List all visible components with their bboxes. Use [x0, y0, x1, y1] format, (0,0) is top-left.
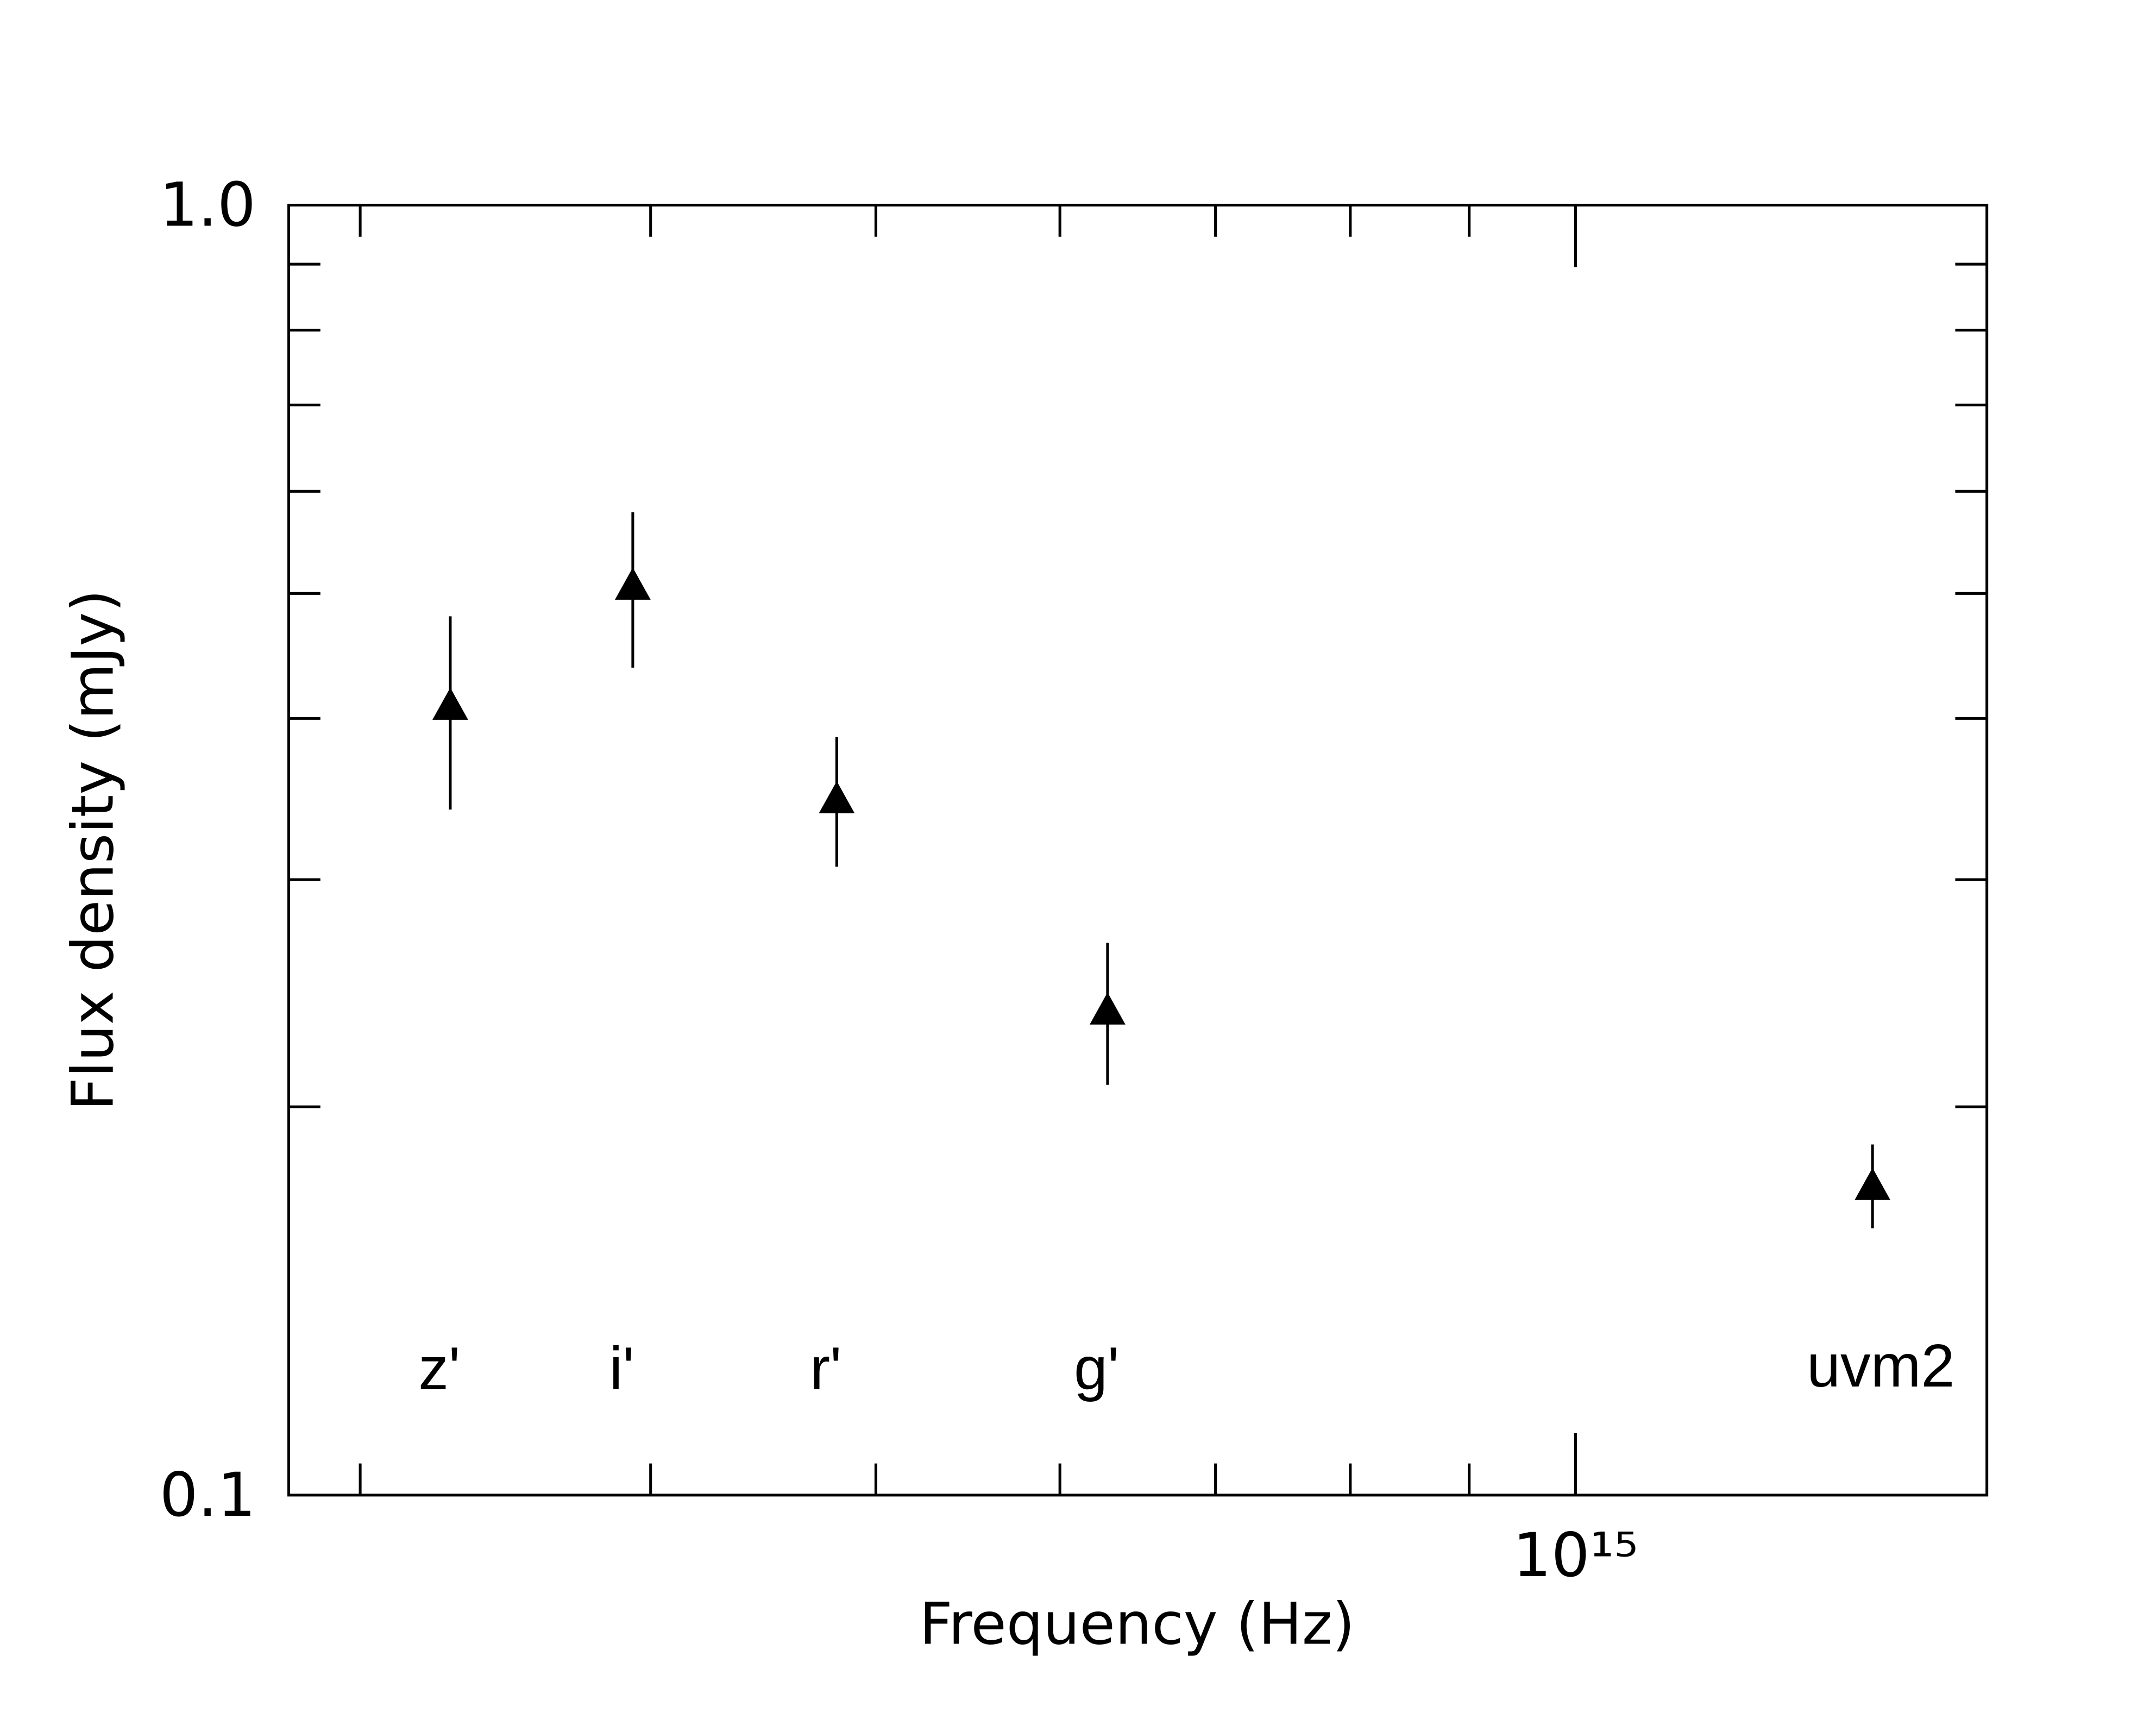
band-label: i': [609, 1334, 634, 1402]
y-axis-label: Flux density (mJy): [60, 589, 127, 1111]
x-tick-label: 10¹⁵: [1513, 1521, 1638, 1591]
y-tick-label: 0.1: [160, 1460, 256, 1530]
band-label: z': [418, 1334, 460, 1402]
marker: [432, 687, 468, 720]
band-label: r': [810, 1334, 841, 1402]
marker: [1855, 1168, 1891, 1200]
band-label: uvm2: [1807, 1332, 1954, 1400]
marker: [819, 781, 855, 813]
y-tick-label: 1.0: [160, 171, 256, 241]
marker: [614, 567, 651, 600]
x-axis-label: Frequency (Hz): [920, 1590, 1355, 1658]
band-label: g': [1074, 1334, 1119, 1402]
plot-frame: [287, 204, 1989, 1497]
marker: [1089, 992, 1126, 1025]
